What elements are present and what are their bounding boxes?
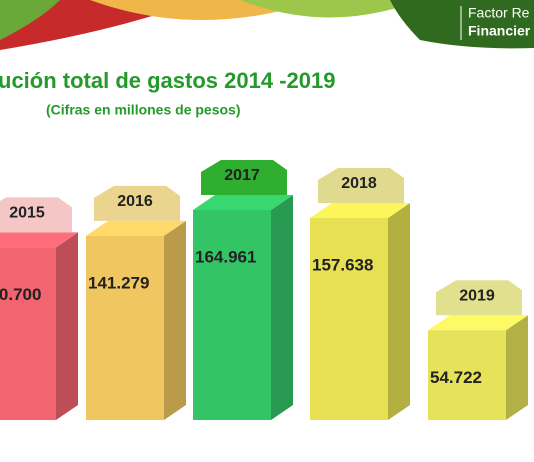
bar (428, 330, 506, 420)
bar (310, 217, 388, 420)
header-band (390, 0, 534, 49)
bar (0, 247, 56, 420)
bar-top (193, 195, 293, 210)
category-label: 2015 (9, 205, 45, 222)
decor (0, 0, 60, 40)
bar-side (56, 232, 78, 420)
bar (86, 235, 164, 420)
decor (240, 0, 420, 18)
bar-side (271, 195, 293, 420)
bar-top (310, 202, 410, 218)
category-label: 2019 (459, 288, 495, 305)
category-cap (0, 197, 72, 233)
value-label: 130.700 (0, 285, 41, 304)
bar-top (428, 315, 528, 331)
value-label: 141.279 (88, 273, 149, 292)
bar-side (164, 220, 186, 420)
category-cap (201, 160, 287, 195)
chart-subtitle: (Cifras en millones de pesos) (46, 102, 241, 118)
bar-top (0, 232, 78, 248)
header-text: Financier (468, 23, 531, 39)
value-label: 54.722 (430, 368, 482, 387)
value-label: 164.961 (195, 247, 256, 266)
bar-side (388, 202, 410, 420)
bar-side (506, 315, 528, 420)
bar (193, 210, 271, 420)
category-label: 2018 (341, 175, 377, 192)
bar-top (86, 220, 186, 236)
value-label: 157.638 (312, 255, 373, 274)
category-cap (318, 167, 404, 203)
category-cap (436, 280, 522, 316)
category-label: 2017 (224, 167, 260, 184)
header-text: Factor Re (468, 5, 530, 21)
chart-title: ución total de gastos 2014 -2019 (0, 68, 335, 93)
category-cap (94, 185, 180, 221)
category-label: 2016 (117, 193, 153, 210)
